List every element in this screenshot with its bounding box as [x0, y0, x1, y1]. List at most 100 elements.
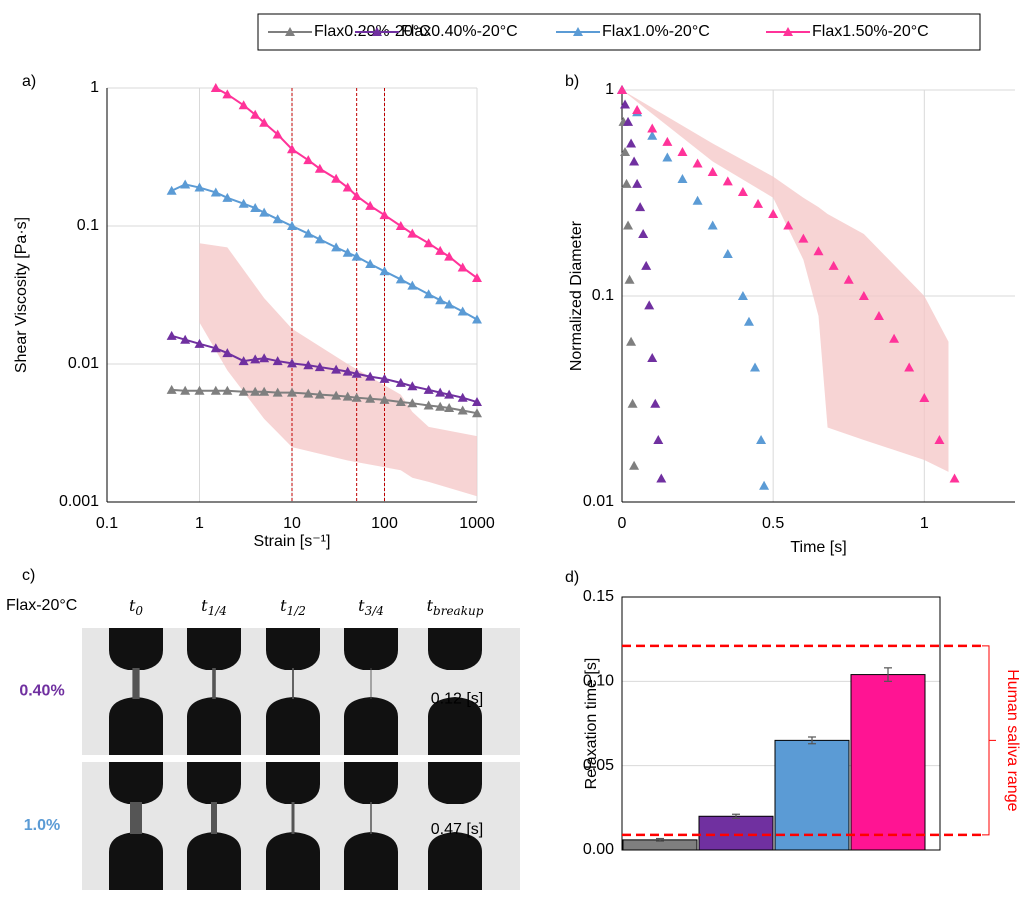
column-header: t1/4 — [201, 596, 227, 618]
data-point — [768, 209, 779, 219]
data-point — [272, 214, 283, 224]
data-point — [250, 109, 261, 119]
data-point — [194, 182, 205, 192]
y-tick-label: 0.01 — [68, 355, 99, 372]
y-tick-label: 0.00 — [583, 841, 614, 858]
filament — [370, 668, 372, 699]
lower-plate — [266, 832, 320, 890]
data-point — [259, 207, 270, 217]
data-point — [756, 434, 767, 444]
column-header: t3/4 — [358, 596, 384, 618]
data-point — [626, 336, 637, 346]
data-point — [314, 362, 325, 372]
data-point — [314, 163, 325, 173]
upper-plate — [266, 628, 320, 670]
legend-label: Flax1.0%-20°C — [602, 23, 710, 40]
filament — [292, 668, 294, 699]
data-point — [647, 123, 658, 133]
data-point — [435, 387, 446, 397]
lower-plate — [428, 697, 482, 755]
upper-plate — [109, 762, 163, 804]
x-tick-label: 1 — [195, 515, 204, 532]
column-header-base: t — [280, 596, 287, 615]
data-point — [472, 314, 482, 324]
data-point — [444, 299, 455, 309]
data-point — [662, 136, 673, 146]
row-label: 1.0% — [24, 817, 60, 834]
data-point — [331, 173, 342, 183]
y-tick-label: 0.01 — [583, 493, 614, 510]
x-tick-label: 0.5 — [762, 515, 784, 532]
data-point — [641, 260, 652, 270]
x-tick-label: 1000 — [459, 515, 495, 532]
upper-plate — [344, 762, 398, 804]
legend-marker — [372, 27, 382, 36]
data-point — [379, 373, 390, 383]
data-point — [843, 274, 854, 284]
data-point — [250, 386, 261, 396]
data-point — [342, 391, 353, 401]
y-tick-label: 0.15 — [583, 588, 614, 605]
data-point — [623, 116, 634, 126]
data-point — [365, 371, 376, 381]
data-point — [351, 392, 362, 402]
data-point — [331, 364, 342, 374]
data-point — [444, 389, 455, 399]
data-point — [617, 85, 627, 94]
column-header-base: t — [129, 596, 136, 615]
bar — [698, 815, 774, 851]
data-point — [351, 251, 362, 261]
data-point — [919, 392, 930, 402]
data-point — [627, 398, 638, 408]
data-point — [423, 400, 434, 410]
data-point — [444, 251, 455, 261]
data-point — [457, 262, 468, 272]
data-point — [737, 186, 748, 196]
y-tick-label: 0.10 — [583, 673, 614, 690]
data-point — [238, 356, 249, 366]
annotation: Human saliva range — [1004, 669, 1021, 811]
column-header-base: t — [358, 596, 365, 615]
data-point — [180, 385, 191, 395]
data-point — [287, 358, 297, 368]
data-point — [314, 389, 325, 399]
data-point — [365, 200, 376, 210]
data-point — [873, 310, 884, 320]
data-point — [626, 138, 637, 148]
x-tick-label: 0 — [618, 515, 627, 532]
row-header: Flax-20°C — [6, 597, 77, 614]
range-bracket — [982, 645, 996, 836]
data-point — [828, 260, 839, 270]
x-tick-label: 10 — [283, 515, 301, 532]
column-header: t0 — [129, 596, 143, 618]
legend-label: Flax1.50%-20°C — [812, 23, 929, 40]
data-point — [858, 291, 869, 300]
data-point — [934, 434, 945, 444]
bar — [850, 674, 926, 851]
data-point — [677, 147, 688, 157]
column-header-sub: 1/4 — [208, 604, 227, 618]
data-point — [743, 316, 754, 326]
legend-marker — [573, 27, 583, 36]
data-point — [210, 187, 221, 197]
data-point — [650, 398, 661, 408]
filament — [130, 802, 142, 834]
data-point — [662, 152, 673, 162]
column-header-sub: breakup — [433, 604, 484, 618]
x-tick-label: 0.1 — [96, 515, 118, 532]
filament — [211, 802, 217, 834]
panel-label: d) — [565, 569, 579, 586]
data-point — [314, 234, 325, 244]
data-point — [635, 202, 646, 212]
lower-plate — [344, 697, 398, 755]
data-point — [395, 397, 406, 407]
data-point — [379, 210, 390, 220]
data-point — [632, 104, 643, 114]
data-point — [166, 384, 177, 394]
data-point — [783, 220, 794, 230]
data-point — [272, 387, 283, 397]
lower-plate — [344, 832, 398, 890]
data-point — [949, 473, 960, 483]
data-point — [750, 362, 761, 372]
